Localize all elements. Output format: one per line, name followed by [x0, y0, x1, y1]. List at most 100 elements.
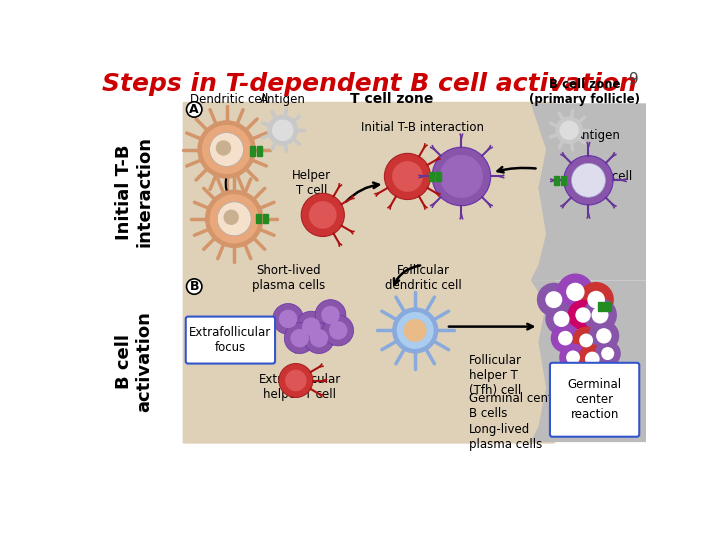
Circle shape [397, 312, 433, 349]
Circle shape [432, 147, 490, 206]
Bar [561, 176, 566, 185]
Circle shape [564, 156, 613, 205]
Circle shape [555, 117, 583, 144]
Circle shape [601, 347, 614, 360]
Circle shape [284, 323, 315, 354]
Circle shape [545, 291, 562, 308]
Text: Extrafollicular
focus: Extrafollicular focus [189, 327, 271, 354]
Circle shape [329, 321, 348, 340]
Circle shape [558, 331, 572, 346]
Text: Helper
T cell: Helper T cell [292, 168, 330, 197]
Text: Antigen: Antigen [260, 93, 306, 106]
Circle shape [296, 311, 327, 342]
Circle shape [304, 323, 334, 354]
FancyBboxPatch shape [550, 363, 639, 437]
Circle shape [572, 327, 600, 354]
Circle shape [585, 352, 600, 366]
Text: Steps in T-dependent B cell activation: Steps in T-dependent B cell activation [102, 72, 636, 97]
Circle shape [272, 119, 294, 141]
Circle shape [321, 306, 340, 325]
Circle shape [309, 201, 337, 229]
Text: Initial T-B interaction: Initial T-B interaction [361, 121, 485, 134]
Circle shape [566, 283, 585, 301]
Text: Germinal center
B cells: Germinal center B cells [469, 392, 565, 420]
Circle shape [557, 273, 594, 310]
Circle shape [579, 334, 593, 347]
Circle shape [578, 282, 614, 318]
Bar [598, 302, 604, 311]
Text: Follicular
helper T
(Tfh) cell: Follicular helper T (Tfh) cell [469, 354, 522, 396]
Text: T cell zone: T cell zone [351, 92, 433, 106]
FancyBboxPatch shape [183, 102, 555, 282]
Circle shape [551, 323, 580, 353]
Circle shape [575, 307, 590, 323]
Circle shape [217, 202, 251, 236]
Text: Germinal
center
reaction: Germinal center reaction [567, 378, 621, 421]
Text: Follicular
dendritic cell: Follicular dendritic cell [384, 264, 462, 292]
Circle shape [583, 298, 617, 332]
Circle shape [392, 161, 423, 192]
Circle shape [205, 190, 264, 248]
Bar [263, 214, 268, 224]
Bar [256, 146, 262, 156]
Circle shape [595, 340, 621, 367]
Circle shape [577, 345, 607, 374]
Circle shape [210, 194, 259, 244]
Bar [256, 214, 261, 224]
Text: Antigen: Antigen [575, 129, 621, 142]
Circle shape [588, 291, 605, 308]
Circle shape [537, 283, 571, 316]
Bar [606, 302, 611, 311]
Circle shape [392, 307, 438, 354]
Text: B: B [189, 280, 199, 293]
Circle shape [559, 120, 579, 140]
Circle shape [559, 343, 587, 372]
Text: Extrafollicular
helper T cell: Extrafollicular helper T cell [258, 373, 341, 401]
Bar [554, 176, 559, 185]
FancyBboxPatch shape [183, 279, 555, 444]
Circle shape [588, 320, 619, 351]
Circle shape [197, 120, 256, 179]
Circle shape [440, 155, 483, 198]
Circle shape [567, 300, 598, 330]
FancyBboxPatch shape [186, 316, 275, 363]
Circle shape [267, 115, 298, 146]
Text: Short-lived
plasma cells: Short-lived plasma cells [251, 264, 325, 292]
Circle shape [216, 140, 231, 156]
Circle shape [202, 125, 251, 174]
Polygon shape [531, 103, 647, 280]
Circle shape [285, 370, 307, 392]
Circle shape [279, 363, 312, 397]
Text: Dendritic cell: Dendritic cell [189, 93, 268, 106]
Text: Long-lived
plasma cells: Long-lived plasma cells [469, 423, 542, 451]
Circle shape [566, 350, 580, 365]
Circle shape [210, 132, 243, 166]
Circle shape [310, 329, 328, 347]
Circle shape [404, 319, 427, 342]
Circle shape [290, 329, 309, 347]
Circle shape [186, 102, 202, 117]
Circle shape [315, 300, 346, 330]
Bar [250, 146, 255, 156]
Circle shape [323, 315, 354, 346]
Text: Initial T-B
interaction: Initial T-B interaction [114, 137, 153, 247]
Bar [436, 172, 441, 181]
Text: A: A [189, 103, 199, 116]
Polygon shape [531, 280, 647, 442]
Circle shape [592, 307, 608, 323]
Circle shape [223, 210, 239, 225]
Circle shape [572, 164, 606, 197]
Bar [429, 172, 434, 181]
Circle shape [279, 309, 297, 328]
Circle shape [554, 311, 570, 327]
Text: B cell
activation: B cell activation [114, 311, 153, 411]
Circle shape [302, 318, 320, 336]
Circle shape [273, 303, 304, 334]
Circle shape [384, 153, 431, 200]
Text: 9: 9 [629, 72, 639, 87]
Circle shape [301, 193, 344, 237]
Text: B cell zone
(primary follicle): B cell zone (primary follicle) [529, 78, 640, 106]
Circle shape [596, 328, 611, 343]
Circle shape [186, 279, 202, 294]
Circle shape [545, 303, 577, 335]
